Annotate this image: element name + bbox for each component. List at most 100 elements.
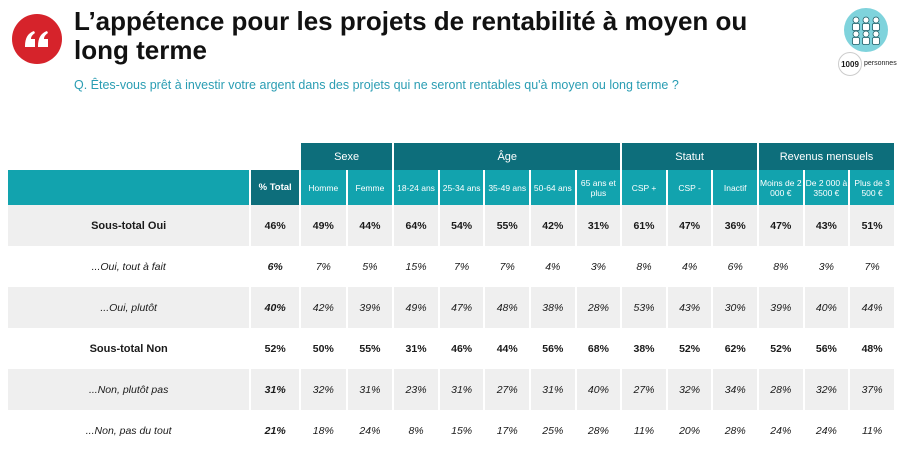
question-subtitle: Q. Êtes-vous prêt à investir votre argen… — [74, 78, 679, 92]
table-cell: 28% — [576, 287, 621, 328]
table-cell: 25% — [542, 424, 564, 437]
table-cell: 3% — [818, 260, 834, 273]
group-header-revenus: Revenus mensuels — [759, 143, 894, 170]
table-row: Sous-total Oui 46% 49% 44% 64% 54% 55% 4… — [8, 205, 894, 246]
table-cell: 49% — [394, 287, 438, 328]
group-header-age: Âge — [394, 143, 621, 170]
table-row: ...Non, pas du tout 21% 18% 24% 8% 15% 1… — [8, 410, 894, 451]
table-row: Sous-total Non 52% 50% 55% 31% 46% 44% 5… — [8, 328, 894, 369]
table-cell: 31% — [576, 205, 621, 246]
table-cell: 55% — [485, 205, 530, 246]
table-cell: 11% — [861, 424, 883, 437]
respondents-badge: 1009 personnes — [838, 8, 900, 76]
table-cell: 17% — [496, 424, 518, 437]
row-label: ...Non, plutôt pas — [8, 369, 250, 410]
row-total: 46% — [251, 205, 299, 246]
table-cell: 30% — [713, 287, 757, 328]
table-cell: 43% — [667, 287, 712, 328]
table-cell: 32% — [301, 369, 346, 410]
table-cell: 56% — [815, 342, 837, 355]
table-cell: 44% — [850, 287, 894, 328]
table-cell: 11% — [633, 424, 655, 437]
table-cell: 43% — [804, 205, 849, 246]
table-cell: 15% — [405, 260, 427, 273]
table-cell: 68% — [587, 342, 609, 355]
table-cell: 27% — [622, 369, 666, 410]
table-cell: 28% — [759, 369, 803, 410]
table-cell: 44% — [496, 342, 518, 355]
table-cell: 5% — [362, 260, 378, 273]
table-cell: 52% — [679, 342, 701, 355]
table-cell: 47% — [759, 205, 803, 246]
table-cell: 31% — [347, 369, 393, 410]
table-cell: 24% — [815, 424, 837, 437]
table-cell: 64% — [394, 205, 438, 246]
row-label: Sous-total Oui — [8, 205, 250, 246]
table-cell: 55% — [359, 342, 381, 355]
table-cell: 28% — [724, 424, 746, 437]
table-cell: 31% — [531, 369, 575, 410]
table-cell: 8% — [636, 260, 652, 273]
table-cell: 44% — [347, 205, 393, 246]
group-header-statut: Statut — [622, 143, 757, 170]
row-total: 40% — [251, 287, 299, 328]
table-cell: 31% — [405, 342, 427, 355]
column-header: Homme — [301, 170, 346, 205]
table-cell: 24% — [770, 424, 792, 437]
column-header: 50-64 ans — [531, 170, 575, 205]
table-cell: 52% — [770, 342, 792, 355]
table-cell: 56% — [542, 342, 564, 355]
row-label: ...Oui, plutôt — [8, 287, 250, 328]
table-cell: 39% — [759, 287, 803, 328]
column-header: CSP + — [622, 170, 666, 205]
column-header: Inactif — [713, 170, 757, 205]
table-cell: 54% — [439, 205, 484, 246]
table-cell: 8% — [773, 260, 789, 273]
table-cell: 40% — [576, 369, 621, 410]
table-cell: 24% — [359, 424, 381, 437]
column-header: CSP - — [667, 170, 712, 205]
row-label: ...Oui, tout à fait — [91, 260, 166, 273]
respondents-label: personnes — [864, 60, 897, 67]
table-cell: 7% — [864, 260, 880, 273]
table-cell: 27% — [485, 369, 530, 410]
table-cell: 7% — [454, 260, 470, 273]
column-header: 25-34 ans — [439, 170, 484, 205]
table-cell: 48% — [485, 287, 530, 328]
page-title: L’appétence pour les projets de rentabil… — [74, 6, 748, 65]
table-cell: 46% — [451, 342, 473, 355]
table-row: ...Oui, tout à fait 6% 7% 5% 15% 7% 7% 4… — [8, 246, 894, 287]
table-cell: 42% — [301, 287, 346, 328]
table-cell: 4% — [682, 260, 698, 273]
group-header-sexe: Sexe — [301, 143, 393, 170]
table-cell: 4% — [545, 260, 561, 273]
table-cell: 18% — [312, 424, 334, 437]
table-cell: 40% — [804, 287, 849, 328]
table-cell: 7% — [315, 260, 331, 273]
table-cell: 38% — [531, 287, 575, 328]
column-header: 35-49 ans — [485, 170, 530, 205]
quote-mark-icon — [12, 14, 62, 64]
column-header: Moins de 2 000 € — [759, 170, 803, 205]
table-cell: 62% — [724, 342, 746, 355]
table-cell: 36% — [713, 205, 757, 246]
table-cell: 61% — [622, 205, 666, 246]
table-cell: 48% — [861, 342, 883, 355]
row-total: 52% — [264, 342, 286, 355]
row-label: Sous-total Non — [89, 342, 168, 355]
row-label: ...Non, pas du tout — [85, 424, 172, 437]
table-cell: 49% — [301, 205, 346, 246]
table-cell: 8% — [408, 424, 424, 437]
column-header: 65 ans et plus — [576, 170, 621, 205]
table-row: ...Oui, plutôt 40% 42% 39% 49% 47% 48% 3… — [8, 287, 894, 328]
people-group-icon — [844, 8, 888, 52]
table-cell: 51% — [850, 205, 894, 246]
table-cell: 42% — [531, 205, 575, 246]
table-cell: 39% — [347, 287, 393, 328]
table-cell: 6% — [727, 260, 743, 273]
column-header: 18-24 ans — [394, 170, 438, 205]
table-cell: 47% — [667, 205, 712, 246]
table-row: ...Non, plutôt pas 31% 32% 31% 23% 31% 2… — [8, 369, 894, 410]
table-cell: 53% — [622, 287, 666, 328]
table-cell: 37% — [850, 369, 894, 410]
